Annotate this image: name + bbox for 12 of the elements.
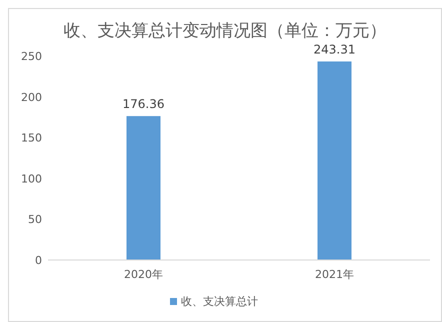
y-tick-label: 0 bbox=[35, 254, 42, 267]
x-tick-label: 2021年 bbox=[315, 268, 354, 281]
y-tick-label: 100 bbox=[21, 172, 42, 186]
data-label: 243.31 bbox=[314, 42, 356, 56]
x-tick-label: 2020年 bbox=[124, 268, 163, 281]
y-tick-label: 50 bbox=[28, 213, 42, 226]
y-tick-label: 150 bbox=[21, 132, 42, 145]
legend-label: 收、支决算总计 bbox=[181, 295, 258, 308]
y-tick-label: 200 bbox=[21, 90, 42, 104]
chart-title: 收、支决算总计变动情况图（单位：万元） bbox=[64, 21, 386, 41]
y-tick-label: 250 bbox=[21, 50, 42, 63]
data-label: 176.36 bbox=[122, 97, 164, 112]
